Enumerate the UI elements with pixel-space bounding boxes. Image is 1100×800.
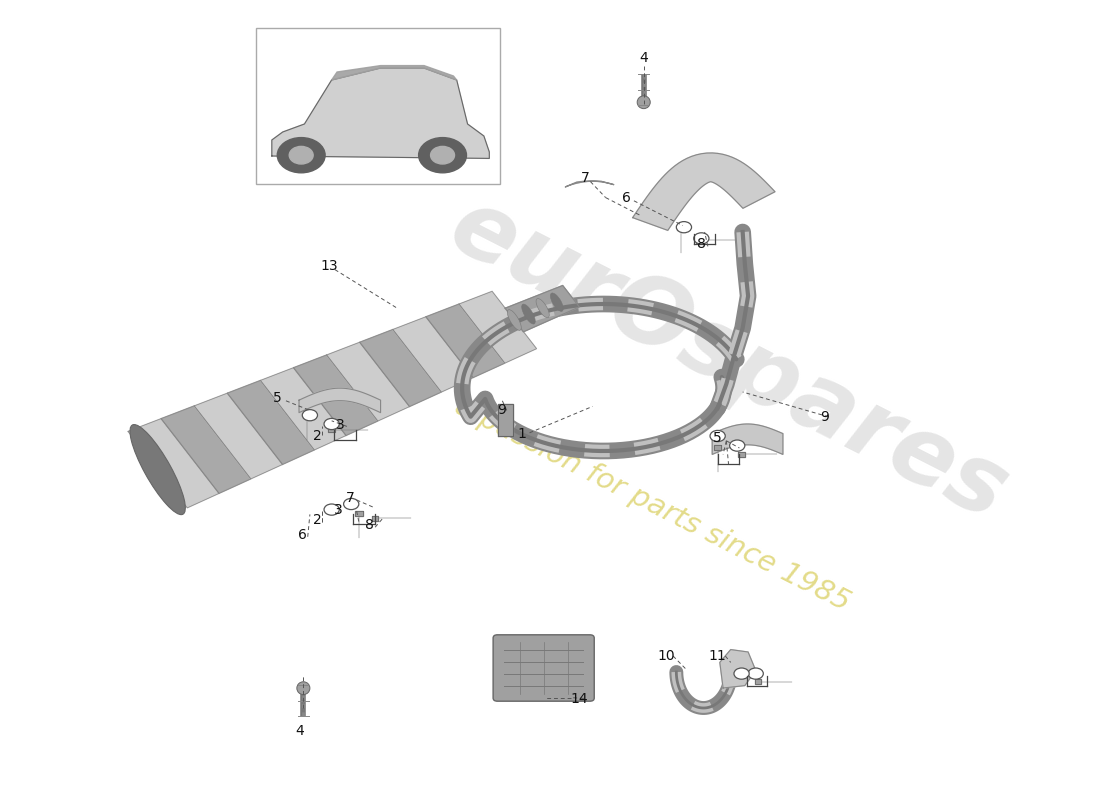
Text: 14: 14 bbox=[571, 692, 588, 706]
Text: 13: 13 bbox=[321, 259, 339, 274]
Text: 8: 8 bbox=[697, 237, 706, 251]
Polygon shape bbox=[738, 451, 745, 457]
Text: 9: 9 bbox=[497, 403, 506, 418]
Polygon shape bbox=[372, 516, 378, 522]
Text: 7: 7 bbox=[581, 171, 590, 186]
Polygon shape bbox=[355, 511, 363, 516]
Polygon shape bbox=[712, 424, 783, 454]
Polygon shape bbox=[294, 355, 377, 435]
Text: 7: 7 bbox=[345, 491, 354, 506]
Polygon shape bbox=[299, 388, 381, 413]
Polygon shape bbox=[426, 304, 505, 378]
Polygon shape bbox=[261, 368, 346, 450]
Polygon shape bbox=[195, 393, 283, 479]
Polygon shape bbox=[676, 226, 684, 230]
Polygon shape bbox=[498, 404, 514, 436]
Text: 3: 3 bbox=[336, 418, 344, 432]
Circle shape bbox=[289, 146, 314, 164]
Text: 6: 6 bbox=[298, 528, 307, 542]
Text: 2: 2 bbox=[314, 513, 322, 527]
Circle shape bbox=[324, 418, 339, 430]
Polygon shape bbox=[331, 66, 456, 80]
Circle shape bbox=[324, 504, 339, 515]
Polygon shape bbox=[327, 342, 409, 421]
FancyBboxPatch shape bbox=[493, 635, 594, 701]
Text: 10: 10 bbox=[658, 649, 675, 663]
Polygon shape bbox=[360, 330, 441, 406]
Circle shape bbox=[710, 430, 725, 442]
Ellipse shape bbox=[637, 96, 650, 109]
Text: 5: 5 bbox=[273, 391, 282, 406]
Ellipse shape bbox=[297, 682, 310, 694]
Polygon shape bbox=[272, 68, 490, 158]
Text: 1: 1 bbox=[517, 427, 527, 442]
Text: 8: 8 bbox=[365, 518, 374, 532]
Circle shape bbox=[748, 668, 763, 679]
Text: 4: 4 bbox=[639, 50, 648, 65]
Polygon shape bbox=[128, 418, 219, 508]
Text: a passion for parts since 1985: a passion for parts since 1985 bbox=[450, 392, 855, 616]
Text: 9: 9 bbox=[820, 410, 828, 424]
Polygon shape bbox=[755, 678, 761, 685]
Ellipse shape bbox=[130, 425, 185, 514]
Polygon shape bbox=[719, 650, 756, 688]
Polygon shape bbox=[696, 238, 703, 242]
Polygon shape bbox=[302, 413, 310, 418]
Text: 3: 3 bbox=[333, 502, 342, 517]
Circle shape bbox=[676, 222, 692, 233]
Polygon shape bbox=[459, 291, 537, 363]
Text: 4: 4 bbox=[296, 724, 305, 738]
Ellipse shape bbox=[550, 293, 563, 311]
Circle shape bbox=[734, 668, 749, 679]
Circle shape bbox=[430, 146, 454, 164]
Text: 2: 2 bbox=[314, 429, 322, 443]
Circle shape bbox=[343, 498, 359, 510]
Polygon shape bbox=[505, 286, 580, 332]
Ellipse shape bbox=[536, 298, 549, 318]
Polygon shape bbox=[565, 181, 614, 187]
Text: 6: 6 bbox=[621, 191, 630, 206]
Polygon shape bbox=[393, 317, 473, 392]
Text: eurOspares: eurOspares bbox=[434, 180, 1023, 540]
Polygon shape bbox=[329, 426, 334, 432]
Polygon shape bbox=[228, 381, 315, 465]
Circle shape bbox=[694, 233, 710, 244]
Circle shape bbox=[302, 410, 318, 421]
Bar bbox=[255, 28, 500, 184]
Polygon shape bbox=[632, 153, 776, 230]
Circle shape bbox=[419, 138, 466, 173]
Circle shape bbox=[277, 138, 326, 173]
Circle shape bbox=[729, 440, 745, 451]
Polygon shape bbox=[161, 406, 251, 494]
Text: 5: 5 bbox=[713, 431, 722, 446]
Ellipse shape bbox=[521, 304, 536, 324]
Ellipse shape bbox=[507, 310, 521, 330]
Polygon shape bbox=[714, 445, 722, 450]
Text: 11: 11 bbox=[708, 649, 726, 663]
